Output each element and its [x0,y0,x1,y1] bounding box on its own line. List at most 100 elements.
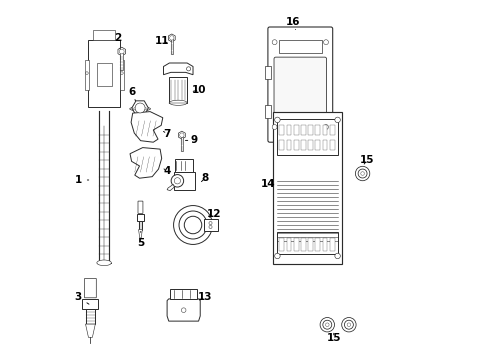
Circle shape [320,318,334,332]
Bar [82,300,98,309]
Circle shape [322,320,331,329]
Bar [293,238,298,251]
Circle shape [121,72,123,75]
Text: 2: 2 [114,33,121,50]
Text: 16: 16 [285,17,300,30]
Text: 6: 6 [128,87,136,101]
Text: 15: 15 [326,333,340,343]
Text: 12: 12 [206,209,221,219]
Bar [307,140,312,149]
Circle shape [272,40,277,45]
Circle shape [169,36,174,40]
Text: 15: 15 [359,155,373,165]
Circle shape [274,117,280,123]
FancyBboxPatch shape [267,27,332,142]
Circle shape [119,49,124,54]
Text: 5: 5 [137,231,144,248]
Bar [264,66,270,79]
Ellipse shape [129,107,150,111]
Circle shape [179,133,183,137]
Bar [169,77,187,103]
Polygon shape [167,299,200,321]
Bar [301,238,305,251]
Bar [120,60,123,90]
Bar [301,125,305,135]
Bar [322,125,326,135]
Text: 8: 8 [201,173,208,183]
Circle shape [174,178,180,184]
Circle shape [272,125,277,130]
Bar [307,125,312,135]
Circle shape [323,125,328,130]
Bar [264,105,270,118]
Bar [279,140,284,149]
Circle shape [357,169,366,178]
Circle shape [325,323,328,327]
Bar [301,140,305,149]
Circle shape [323,40,328,45]
Ellipse shape [132,107,147,110]
Ellipse shape [169,100,187,105]
FancyBboxPatch shape [138,201,142,213]
Bar [170,40,173,54]
Bar [278,40,321,53]
Bar [276,119,338,155]
Bar [276,232,338,255]
Bar [322,238,326,251]
Bar [315,140,320,149]
Circle shape [341,318,355,332]
Text: 3: 3 [74,292,89,304]
Polygon shape [131,112,163,142]
Text: 4: 4 [163,166,170,176]
Bar [88,40,120,107]
Polygon shape [138,230,142,238]
Circle shape [208,221,212,225]
Bar [329,140,334,149]
Text: 13: 13 [197,292,212,302]
Polygon shape [85,324,95,337]
Bar [329,125,334,135]
Bar [273,112,341,264]
Bar [322,140,326,149]
Bar [137,214,143,220]
Polygon shape [130,148,162,178]
Bar [279,125,284,135]
Text: 11: 11 [155,36,169,46]
Circle shape [181,308,185,312]
Circle shape [173,206,212,244]
Bar [180,137,183,151]
Circle shape [85,72,88,75]
Text: 9: 9 [185,135,197,145]
Circle shape [346,323,350,327]
Polygon shape [163,63,193,75]
FancyBboxPatch shape [273,57,326,133]
Bar [286,140,291,149]
Text: 10: 10 [192,85,206,95]
Bar [293,140,298,149]
Bar [97,63,111,86]
Bar [85,309,95,324]
Bar [279,238,284,251]
Circle shape [171,175,183,187]
Circle shape [274,253,280,259]
Circle shape [334,253,340,259]
Bar [138,220,142,230]
Bar [174,172,195,190]
Circle shape [186,67,190,71]
Bar [175,159,192,172]
Bar [315,238,320,251]
Circle shape [355,166,369,181]
Circle shape [179,211,206,239]
Circle shape [208,225,212,229]
Bar [85,60,88,90]
Polygon shape [132,101,148,115]
Bar [293,125,298,135]
Polygon shape [178,131,185,139]
Circle shape [334,117,340,123]
Bar [120,53,123,70]
Polygon shape [118,47,125,56]
Text: 7: 7 [163,129,170,139]
Bar [329,238,334,251]
Polygon shape [168,34,175,42]
Bar [203,219,218,231]
